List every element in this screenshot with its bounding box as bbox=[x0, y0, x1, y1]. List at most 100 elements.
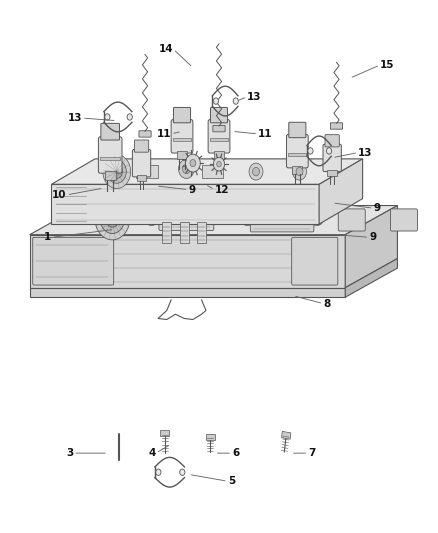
Circle shape bbox=[326, 148, 332, 154]
FancyBboxPatch shape bbox=[101, 123, 120, 140]
Circle shape bbox=[40, 239, 46, 246]
Circle shape bbox=[233, 98, 238, 104]
Text: 4: 4 bbox=[148, 448, 156, 458]
Circle shape bbox=[307, 239, 314, 246]
Bar bbox=[136, 165, 158, 178]
FancyBboxPatch shape bbox=[210, 108, 228, 123]
FancyBboxPatch shape bbox=[173, 108, 191, 123]
Circle shape bbox=[185, 154, 200, 172]
Bar bbox=[197, 222, 206, 243]
Bar bbox=[292, 166, 302, 174]
FancyBboxPatch shape bbox=[132, 150, 151, 177]
Polygon shape bbox=[319, 159, 363, 224]
Circle shape bbox=[100, 204, 124, 233]
FancyBboxPatch shape bbox=[330, 123, 343, 129]
Text: 5: 5 bbox=[228, 477, 235, 486]
Text: 9: 9 bbox=[369, 232, 376, 243]
Circle shape bbox=[244, 213, 251, 221]
Circle shape bbox=[145, 209, 159, 225]
Text: 12: 12 bbox=[215, 184, 229, 195]
Text: 15: 15 bbox=[380, 60, 395, 70]
FancyBboxPatch shape bbox=[134, 140, 148, 152]
FancyBboxPatch shape bbox=[33, 237, 114, 285]
FancyBboxPatch shape bbox=[286, 134, 308, 168]
FancyBboxPatch shape bbox=[159, 210, 214, 230]
Circle shape bbox=[156, 469, 161, 475]
Circle shape bbox=[106, 210, 119, 227]
Circle shape bbox=[105, 114, 110, 120]
FancyBboxPatch shape bbox=[251, 208, 314, 232]
Circle shape bbox=[95, 197, 130, 240]
Polygon shape bbox=[30, 235, 345, 288]
Text: 13: 13 bbox=[67, 113, 82, 123]
Polygon shape bbox=[282, 431, 291, 439]
Text: 10: 10 bbox=[52, 190, 67, 200]
FancyBboxPatch shape bbox=[213, 125, 225, 132]
Bar bbox=[173, 139, 191, 141]
FancyBboxPatch shape bbox=[338, 209, 365, 231]
Text: 3: 3 bbox=[66, 448, 73, 458]
Polygon shape bbox=[345, 259, 397, 297]
Circle shape bbox=[293, 163, 307, 180]
Bar bbox=[328, 170, 337, 176]
Circle shape bbox=[249, 163, 263, 180]
Circle shape bbox=[308, 148, 313, 154]
Text: 11: 11 bbox=[258, 129, 273, 139]
Circle shape bbox=[240, 209, 254, 225]
Circle shape bbox=[296, 167, 303, 176]
Bar bbox=[177, 151, 187, 159]
Circle shape bbox=[61, 239, 67, 246]
Polygon shape bbox=[160, 430, 169, 436]
FancyBboxPatch shape bbox=[289, 122, 306, 138]
Circle shape bbox=[213, 98, 219, 104]
Text: 8: 8 bbox=[323, 298, 331, 309]
Text: 7: 7 bbox=[308, 448, 316, 458]
Bar bbox=[214, 151, 224, 159]
Bar bbox=[180, 222, 188, 243]
Bar bbox=[100, 157, 120, 160]
Text: 13: 13 bbox=[247, 92, 262, 102]
FancyBboxPatch shape bbox=[323, 144, 341, 172]
Text: 9: 9 bbox=[374, 203, 381, 213]
Circle shape bbox=[329, 239, 335, 246]
Circle shape bbox=[314, 213, 321, 221]
Circle shape bbox=[183, 164, 190, 174]
Circle shape bbox=[190, 159, 196, 167]
Circle shape bbox=[127, 114, 132, 120]
Circle shape bbox=[107, 160, 126, 183]
Circle shape bbox=[148, 213, 155, 221]
Text: 6: 6 bbox=[232, 448, 239, 458]
Text: 9: 9 bbox=[188, 184, 196, 195]
Circle shape bbox=[307, 276, 314, 284]
FancyBboxPatch shape bbox=[325, 135, 339, 147]
FancyBboxPatch shape bbox=[208, 119, 230, 153]
Bar bbox=[105, 171, 116, 180]
Circle shape bbox=[329, 276, 335, 284]
Circle shape bbox=[213, 157, 225, 171]
Polygon shape bbox=[345, 206, 397, 288]
Text: 13: 13 bbox=[358, 148, 373, 158]
Bar bbox=[201, 165, 223, 178]
Circle shape bbox=[310, 209, 324, 225]
FancyBboxPatch shape bbox=[171, 119, 193, 153]
Polygon shape bbox=[30, 206, 397, 235]
FancyBboxPatch shape bbox=[391, 209, 417, 231]
Circle shape bbox=[40, 276, 46, 284]
Circle shape bbox=[253, 167, 259, 176]
Polygon shape bbox=[51, 184, 319, 224]
Polygon shape bbox=[30, 288, 345, 297]
FancyBboxPatch shape bbox=[139, 131, 151, 137]
Bar bbox=[137, 175, 146, 181]
Text: 14: 14 bbox=[159, 44, 173, 54]
Circle shape bbox=[103, 155, 131, 189]
Polygon shape bbox=[51, 159, 363, 184]
Bar bbox=[288, 153, 307, 156]
Text: 11: 11 bbox=[157, 129, 171, 139]
Circle shape bbox=[61, 276, 67, 284]
Text: 1: 1 bbox=[44, 232, 51, 243]
Polygon shape bbox=[206, 434, 215, 440]
Circle shape bbox=[111, 165, 122, 179]
Bar bbox=[162, 222, 171, 243]
FancyBboxPatch shape bbox=[99, 137, 122, 173]
FancyBboxPatch shape bbox=[292, 237, 338, 285]
